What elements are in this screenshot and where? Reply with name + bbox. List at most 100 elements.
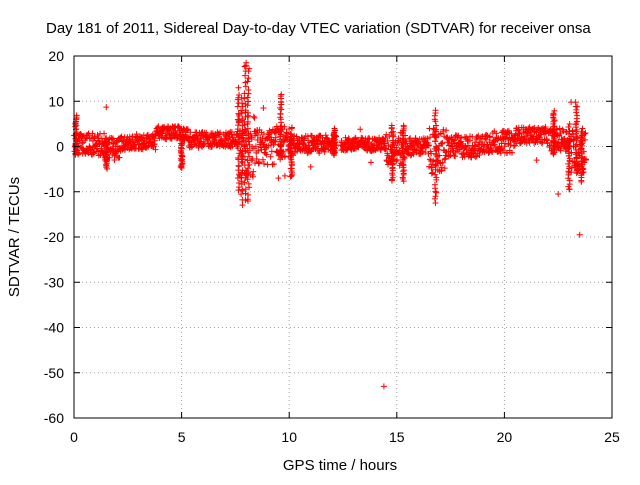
data-points xyxy=(71,59,590,390)
spike-point xyxy=(278,152,285,159)
spike-point xyxy=(245,191,252,198)
spike-point xyxy=(433,122,440,129)
data-point xyxy=(227,144,234,151)
data-point xyxy=(509,149,516,156)
spike-point xyxy=(245,98,252,105)
spike-point xyxy=(574,112,581,119)
data-point xyxy=(483,132,490,139)
data-point xyxy=(152,146,159,153)
spike-point xyxy=(566,163,573,170)
spike-point xyxy=(278,143,285,150)
data-point xyxy=(251,114,258,121)
spike-point xyxy=(245,109,252,116)
spike-point xyxy=(235,84,242,91)
data-point xyxy=(397,152,404,159)
y-tick-label: -40 xyxy=(44,320,64,336)
spike-point xyxy=(234,174,241,181)
outlier-point xyxy=(380,383,387,390)
spike-point xyxy=(565,160,572,167)
data-point xyxy=(195,144,202,151)
spike-point xyxy=(238,191,245,198)
spike-point xyxy=(433,174,440,181)
data-point xyxy=(130,144,137,151)
data-point xyxy=(458,134,465,141)
data-point xyxy=(487,133,494,140)
data-point xyxy=(132,139,139,146)
spike-point xyxy=(234,139,241,146)
outlier-point xyxy=(367,159,374,166)
spike-point xyxy=(431,195,438,202)
x-tick-label: 0 xyxy=(70,429,78,445)
spike-point xyxy=(238,110,245,117)
spike-point xyxy=(244,120,251,127)
spike-point xyxy=(288,131,295,138)
spike-point xyxy=(399,168,406,175)
data-point xyxy=(383,131,390,138)
data-point xyxy=(379,135,386,142)
data-point xyxy=(441,165,448,172)
grid xyxy=(74,56,612,418)
spike-point xyxy=(388,148,395,155)
spike-point xyxy=(432,161,439,168)
data-point xyxy=(491,141,498,148)
spike-point xyxy=(238,158,245,165)
data-point xyxy=(439,159,446,166)
spike-point xyxy=(431,145,438,152)
spike-point xyxy=(400,167,407,174)
data-point xyxy=(394,156,401,163)
chart-title: Day 181 of 2011, Sidereal Day-to-day VTE… xyxy=(46,20,591,37)
data-point xyxy=(116,154,123,161)
outlier-point xyxy=(281,172,288,179)
spike-point xyxy=(276,136,283,143)
data-point xyxy=(159,130,166,137)
data-point xyxy=(151,137,158,144)
data-point xyxy=(217,129,224,136)
data-point xyxy=(383,145,390,152)
spike-point xyxy=(400,122,407,129)
spike-point xyxy=(244,157,251,164)
spike-point xyxy=(245,75,252,82)
spike-point xyxy=(72,150,79,157)
data-point xyxy=(407,135,414,142)
outlier-point xyxy=(307,163,314,170)
data-point xyxy=(122,145,129,152)
y-tick-label: -10 xyxy=(44,184,64,200)
spike-point xyxy=(565,183,572,190)
data-point xyxy=(252,143,259,150)
outlier-point xyxy=(260,105,267,112)
data-point xyxy=(259,156,266,163)
spike-point xyxy=(578,158,585,165)
data-point xyxy=(452,153,459,160)
data-point xyxy=(422,149,429,156)
data-point xyxy=(270,160,277,167)
data-point xyxy=(261,160,268,167)
data-point xyxy=(109,145,116,152)
data-point xyxy=(473,153,480,160)
data-point xyxy=(110,135,117,142)
spike-point xyxy=(245,180,252,187)
data-point xyxy=(447,152,454,159)
spike-point xyxy=(389,161,396,168)
spike-point xyxy=(277,104,284,111)
spike-point xyxy=(239,103,246,110)
spike-point xyxy=(432,162,439,169)
spike-point xyxy=(565,124,572,131)
spike-point xyxy=(241,95,248,102)
data-point xyxy=(456,139,463,146)
outlier-point xyxy=(275,175,282,182)
data-point xyxy=(428,170,435,177)
data-point xyxy=(427,134,434,141)
data-point xyxy=(409,142,416,149)
x-tick-label: 10 xyxy=(281,429,297,445)
data-point xyxy=(263,151,270,158)
spike-point xyxy=(579,125,586,132)
spike-point xyxy=(287,130,294,137)
spike-point xyxy=(565,168,572,175)
data-point xyxy=(492,145,499,152)
x-tick-label: 15 xyxy=(389,429,405,445)
spike-point xyxy=(239,100,246,107)
data-point xyxy=(143,144,150,151)
data-point xyxy=(269,161,276,168)
